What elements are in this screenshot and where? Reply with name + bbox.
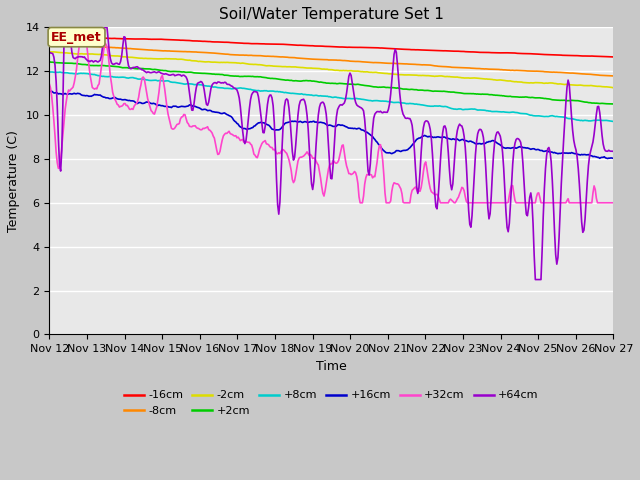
+8cm xyxy=(314,93,322,99)
+32cm xyxy=(314,162,322,168)
+64cm xyxy=(352,99,360,105)
+2cm xyxy=(45,59,53,65)
+8cm xyxy=(609,119,617,124)
-2cm xyxy=(317,66,324,72)
+8cm xyxy=(597,117,605,123)
Line: +32cm: +32cm xyxy=(49,38,613,203)
-8cm xyxy=(351,59,358,64)
+2cm xyxy=(351,82,358,87)
+64cm xyxy=(61,24,69,30)
+2cm xyxy=(314,79,321,84)
-8cm xyxy=(45,41,53,47)
+64cm xyxy=(314,112,322,118)
-16cm xyxy=(609,54,617,60)
-2cm xyxy=(45,49,53,55)
+8cm xyxy=(318,93,326,99)
+16cm xyxy=(381,149,389,155)
-16cm xyxy=(45,32,53,38)
-8cm xyxy=(314,57,321,62)
Line: +64cm: +64cm xyxy=(49,27,613,279)
-8cm xyxy=(508,68,515,73)
+16cm xyxy=(609,156,617,161)
-2cm xyxy=(351,68,358,74)
+32cm xyxy=(352,170,360,176)
-16cm xyxy=(596,53,604,59)
+16cm xyxy=(317,120,324,125)
+2cm xyxy=(508,94,515,99)
+64cm xyxy=(531,276,539,282)
Title: Soil/Water Temperature Set 1: Soil/Water Temperature Set 1 xyxy=(219,7,444,22)
+16cm xyxy=(596,156,604,161)
+2cm xyxy=(609,101,617,107)
+64cm xyxy=(509,161,516,167)
+32cm xyxy=(318,184,326,190)
-2cm xyxy=(508,78,515,84)
+2cm xyxy=(381,84,389,90)
-2cm xyxy=(314,66,321,72)
+16cm xyxy=(604,156,611,161)
Line: +8cm: +8cm xyxy=(49,72,613,121)
Legend: -16cm, -8cm, -2cm, +2cm, +8cm, +16cm, +32cm, +64cm: -16cm, -8cm, -2cm, +2cm, +8cm, +16cm, +3… xyxy=(120,386,543,420)
Line: -16cm: -16cm xyxy=(49,35,613,57)
-16cm xyxy=(508,50,515,56)
+64cm xyxy=(318,100,326,106)
X-axis label: Time: Time xyxy=(316,360,347,372)
-8cm xyxy=(317,57,324,62)
+32cm xyxy=(609,200,617,205)
Line: +2cm: +2cm xyxy=(49,62,613,104)
+16cm xyxy=(314,120,321,125)
+64cm xyxy=(598,132,606,138)
Line: +16cm: +16cm xyxy=(49,91,613,158)
+16cm xyxy=(351,125,358,131)
+8cm xyxy=(382,98,390,104)
-16cm xyxy=(314,43,321,49)
+8cm xyxy=(352,96,360,101)
-16cm xyxy=(381,45,389,51)
-16cm xyxy=(351,45,358,50)
+16cm xyxy=(508,145,515,151)
-8cm xyxy=(381,60,389,66)
+2cm xyxy=(596,101,604,107)
+32cm xyxy=(510,191,518,197)
+32cm xyxy=(77,36,85,41)
+64cm xyxy=(45,49,53,55)
+32cm xyxy=(45,81,53,87)
-2cm xyxy=(596,84,604,89)
Text: EE_met: EE_met xyxy=(51,31,102,44)
Line: -2cm: -2cm xyxy=(49,52,613,88)
+32cm xyxy=(356,200,364,205)
-2cm xyxy=(609,85,617,91)
+32cm xyxy=(598,200,606,205)
+64cm xyxy=(609,149,617,155)
+64cm xyxy=(382,109,390,115)
+2cm xyxy=(317,79,324,85)
+16cm xyxy=(45,88,53,94)
+8cm xyxy=(509,109,516,115)
+8cm xyxy=(48,69,56,75)
-8cm xyxy=(609,73,617,79)
-2cm xyxy=(381,71,389,76)
-16cm xyxy=(317,43,324,49)
+32cm xyxy=(383,200,391,205)
+8cm xyxy=(45,69,53,75)
Line: -8cm: -8cm xyxy=(49,44,613,76)
-8cm xyxy=(596,72,604,78)
Y-axis label: Temperature (C): Temperature (C) xyxy=(7,130,20,232)
